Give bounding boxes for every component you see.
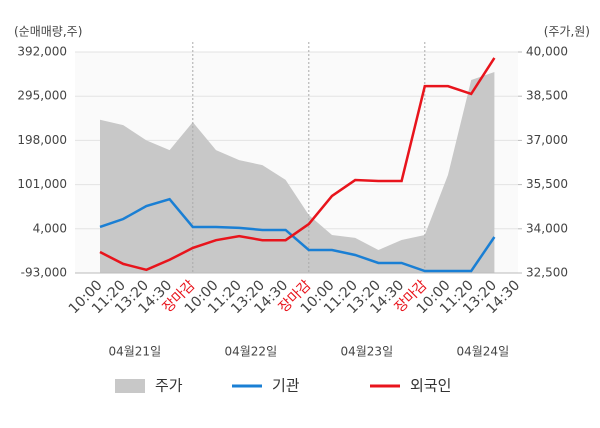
y2-tick-label: 34,000 [526, 221, 568, 235]
y-tick-label: 295,000 [17, 89, 67, 103]
legend-label: 주가 [155, 377, 183, 395]
y-tick-label: 101,000 [17, 177, 67, 191]
y2-tick-label: 38,500 [526, 89, 568, 103]
y2-tick-label: 32,500 [526, 266, 568, 280]
y-tick-label: -93,000 [21, 266, 67, 280]
legend-swatch [115, 379, 145, 393]
y-tick-label: 392,000 [17, 45, 67, 59]
date-label: 04월22일 [224, 345, 277, 359]
y-tick-label: 4,000 [33, 221, 67, 235]
line-series [99, 57, 496, 272]
legend-label: 기관 [272, 377, 300, 395]
line-series [99, 197, 496, 273]
y2-axis-label: (주가,원) [544, 25, 590, 39]
y2-tick-label: 35,500 [526, 177, 568, 191]
y2-tick-label: 37,000 [526, 133, 568, 147]
y2-tick-label: 40,000 [526, 45, 568, 59]
date-label: 04월21일 [108, 345, 161, 359]
y-tick-label: 198,000 [17, 133, 67, 147]
date-label: 04월24일 [456, 345, 509, 359]
date-label: 04월23일 [340, 345, 393, 359]
legend-label: 외국인 [410, 377, 451, 395]
y-axis-label: (순매매량,주) [14, 25, 82, 39]
price-area [100, 72, 495, 274]
